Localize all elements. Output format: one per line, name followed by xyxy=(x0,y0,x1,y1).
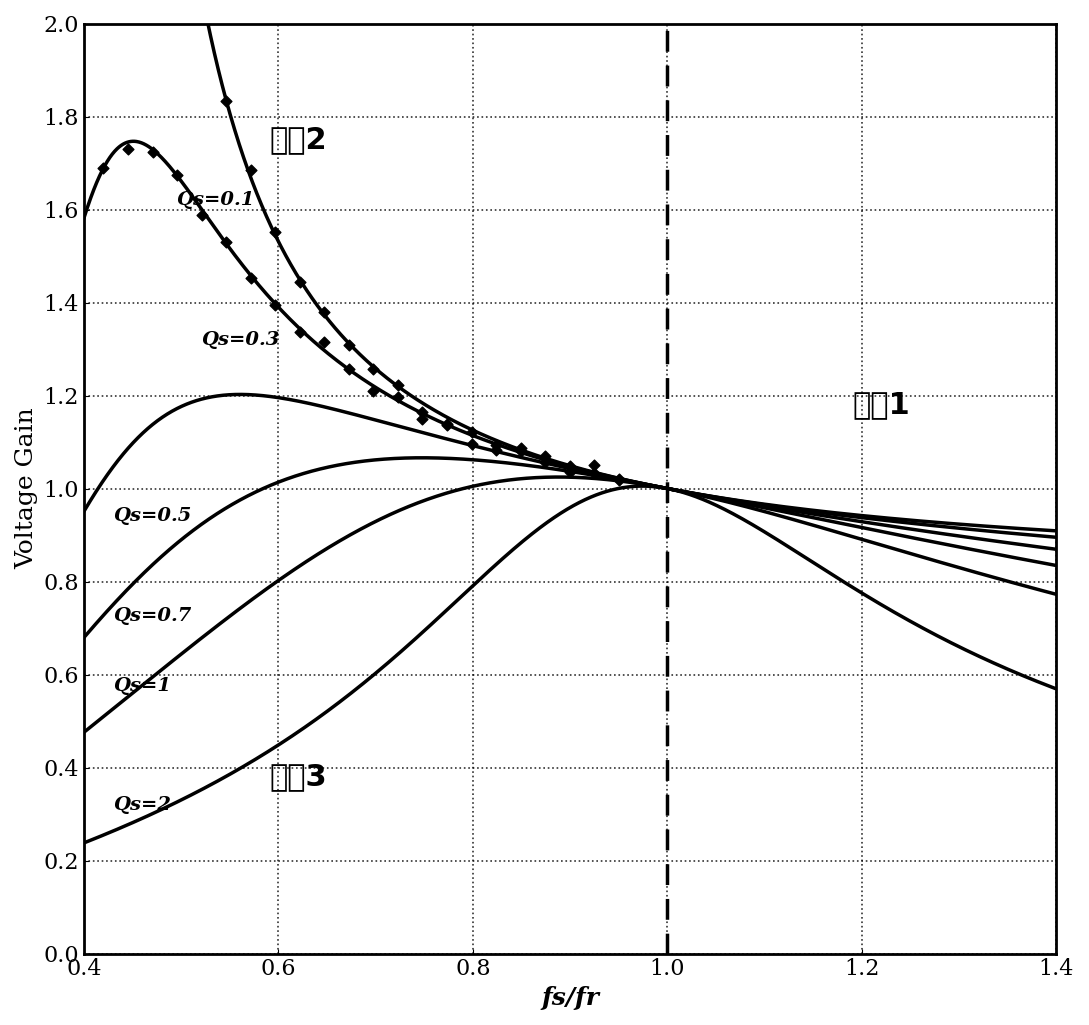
Point xyxy=(512,440,529,456)
Text: Qs=0.7: Qs=0.7 xyxy=(113,608,192,625)
Text: 区块3: 区块3 xyxy=(269,763,327,791)
Point xyxy=(365,361,382,377)
Point xyxy=(561,457,578,474)
Point xyxy=(463,424,480,441)
Point xyxy=(291,274,308,290)
Text: Qs=0.5: Qs=0.5 xyxy=(113,507,192,526)
Point xyxy=(218,93,235,110)
Point xyxy=(193,206,210,222)
Point xyxy=(267,297,284,314)
Point xyxy=(120,140,137,157)
Point xyxy=(316,334,333,351)
Point xyxy=(610,472,627,488)
Y-axis label: Voltage Gain: Voltage Gain xyxy=(15,408,38,570)
Text: Qs=0.3: Qs=0.3 xyxy=(200,331,279,348)
Point xyxy=(316,304,333,321)
Point xyxy=(144,144,161,160)
Point xyxy=(414,411,431,427)
Point xyxy=(242,270,259,286)
Point xyxy=(586,465,603,482)
Point xyxy=(267,223,284,240)
Point xyxy=(610,472,627,488)
Point xyxy=(291,323,308,339)
Text: Qs=1: Qs=1 xyxy=(113,678,171,695)
Point xyxy=(488,442,505,458)
Point xyxy=(389,388,406,405)
Point xyxy=(218,234,235,250)
Text: 区块2: 区块2 xyxy=(269,125,327,154)
Point xyxy=(537,454,554,470)
Text: 区块1: 区块1 xyxy=(853,391,910,419)
Point xyxy=(488,437,505,453)
Point xyxy=(389,377,406,394)
Point xyxy=(586,457,603,474)
Point xyxy=(169,167,186,183)
Point xyxy=(365,382,382,399)
Point xyxy=(438,416,455,433)
Point xyxy=(193,0,210,1)
Point xyxy=(95,160,112,176)
Point xyxy=(561,464,578,481)
Point xyxy=(463,436,480,452)
Point xyxy=(512,443,529,459)
Point xyxy=(340,361,357,377)
Point xyxy=(340,337,357,354)
Point xyxy=(438,417,455,434)
Point xyxy=(242,162,259,178)
Text: Qs=0.1: Qs=0.1 xyxy=(176,192,255,209)
X-axis label: fs/fr: fs/fr xyxy=(541,986,599,1010)
Text: Qs=2: Qs=2 xyxy=(113,795,171,814)
Point xyxy=(414,404,431,420)
Point xyxy=(537,448,554,464)
